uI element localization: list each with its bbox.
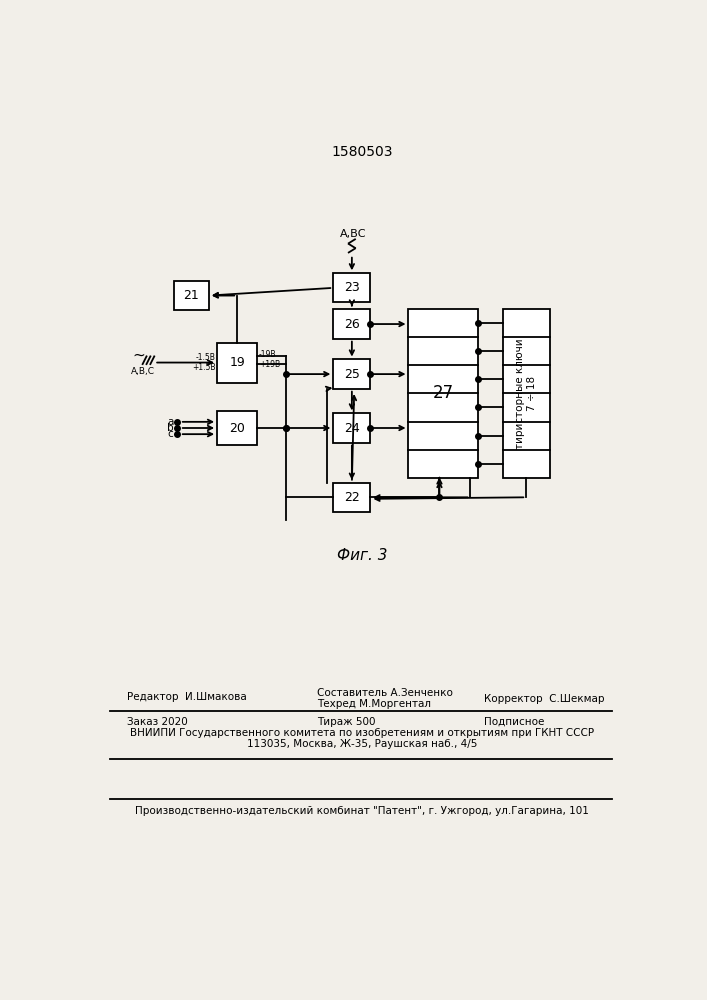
Text: +1.5В: +1.5В (192, 363, 216, 372)
Text: 113035, Москва, Ж-35, Раушская наб., 4/5: 113035, Москва, Ж-35, Раушская наб., 4/5 (247, 739, 477, 749)
Bar (333, 309, 370, 339)
Bar (333, 273, 370, 302)
Text: -1.5В: -1.5В (196, 353, 216, 362)
Text: 27: 27 (433, 384, 454, 402)
Text: Подписное: Подписное (484, 717, 544, 727)
Text: Фиг. 3: Фиг. 3 (337, 548, 387, 563)
Text: a: a (168, 417, 174, 427)
Text: 26: 26 (344, 318, 360, 331)
Text: 21: 21 (184, 289, 199, 302)
Text: 1580503: 1580503 (331, 145, 392, 159)
Bar (333, 413, 370, 443)
Text: 23: 23 (344, 281, 360, 294)
Text: Заказ 2020: Заказ 2020 (127, 717, 188, 727)
Text: 25: 25 (344, 368, 360, 381)
Text: Редактор  И.Шмакова: Редактор И.Шмакова (127, 692, 247, 702)
Text: -19В: -19В (259, 350, 276, 359)
Text: +19В: +19В (259, 360, 280, 369)
Text: Корректор  С.Шекмар: Корректор С.Шекмар (484, 694, 604, 704)
Bar (503, 309, 549, 478)
Text: c: c (168, 429, 174, 439)
Text: 22: 22 (344, 491, 360, 504)
Text: 19: 19 (229, 356, 245, 369)
Text: А,В,С: А,В,С (131, 367, 155, 376)
Text: ВНИИПИ Государственного комитета по изобретениям и открытиям при ГКНТ СССР: ВНИИПИ Государственного комитета по изоб… (130, 728, 594, 738)
Bar (217, 411, 257, 445)
Bar (333, 483, 370, 512)
Text: 20: 20 (229, 422, 245, 434)
Text: тиристорные ключи
7 ÷ 18: тиристорные ключи 7 ÷ 18 (515, 338, 537, 449)
Text: Тираж 500: Тираж 500 (317, 717, 375, 727)
Text: b: b (167, 423, 174, 433)
Text: Техред М.Моргентал: Техред М.Моргентал (317, 699, 431, 709)
Bar (174, 281, 209, 310)
Text: ~: ~ (132, 347, 145, 362)
Text: Составитель А.Зенченко: Составитель А.Зенченко (317, 688, 453, 698)
Text: Производственно-издательский комбинат "Патент", г. Ужгород, ул.Гагарина, 101: Производственно-издательский комбинат "П… (135, 806, 589, 816)
Bar (409, 309, 478, 478)
Bar (217, 343, 257, 383)
Text: А,ВС: А,ВС (340, 229, 367, 239)
Text: 24: 24 (344, 422, 360, 434)
Bar (333, 359, 370, 389)
